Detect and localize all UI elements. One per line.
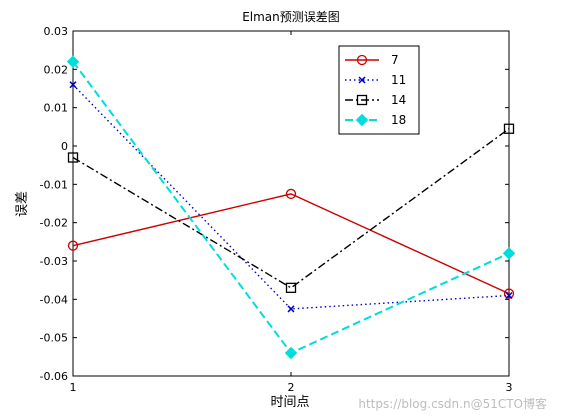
watermark: https://blog.csdn.n@51CTO博客 — [358, 397, 547, 411]
chart-title: Elman预测误差图 — [242, 10, 340, 24]
data-point-14 — [285, 282, 297, 293]
axes: 0.03 0.02 0.01 0 -0.01 -0.02 -0.03 -0.04 -0.05 -0… — [40, 25, 513, 394]
legend-label-14: 14 — [391, 93, 406, 107]
y-tick-label: 0.01 — [44, 102, 69, 115]
data-point-11 — [69, 81, 77, 89]
y-tick-label: 0.02 — [44, 63, 69, 76]
data-point-14 — [503, 123, 515, 134]
data-point-11 — [505, 291, 513, 300]
data-point-11 — [287, 305, 295, 313]
legend-label-11: 11 — [391, 73, 406, 87]
data-point-7 — [285, 188, 297, 200]
y-tick-label: 0 — [61, 140, 68, 153]
y-tick-label: -0.03 — [40, 255, 68, 268]
y-tick-label: -0.01 — [40, 178, 68, 191]
marker-stroke — [505, 291, 513, 300]
data-point-18 — [502, 247, 516, 260]
legend: 7 11 14 18 — [338, 45, 420, 135]
data-point-18 — [66, 55, 80, 68]
marker-stroke — [69, 81, 77, 89]
series-line-14 — [72, 128, 510, 289]
y-axis-title: 误差 — [15, 191, 30, 217]
plot-area — [72, 30, 510, 377]
y-tick-label: -0.04 — [40, 293, 68, 306]
x-tick-label: 1 — [70, 381, 77, 394]
data-point-14 — [67, 152, 79, 163]
legend-marker-11 — [358, 76, 366, 84]
y-tick-label: -0.05 — [40, 332, 68, 345]
series-group — [66, 55, 516, 360]
legend-marker-14 — [356, 94, 368, 106]
legend-marker-18 — [355, 113, 369, 127]
x-axis-title: 时间点 — [270, 395, 309, 410]
y-tick-label: -0.02 — [40, 217, 68, 230]
y-tick-label: -0.06 — [40, 370, 68, 383]
series-line-7 — [72, 193, 510, 295]
legend-marker-7 — [356, 54, 368, 66]
legend-label-18: 18 — [391, 113, 406, 127]
marker-stroke — [287, 305, 295, 313]
y-tick-label: 0.03 — [44, 25, 69, 38]
data-point-7 — [67, 240, 79, 251]
marker-stroke — [358, 76, 366, 84]
legend-label-7: 7 — [391, 53, 399, 67]
data-point-7 — [503, 288, 515, 299]
x-tick-label: 3 — [506, 381, 513, 394]
data-point-18 — [284, 346, 298, 360]
x-tick-label: 2 — [288, 381, 295, 394]
